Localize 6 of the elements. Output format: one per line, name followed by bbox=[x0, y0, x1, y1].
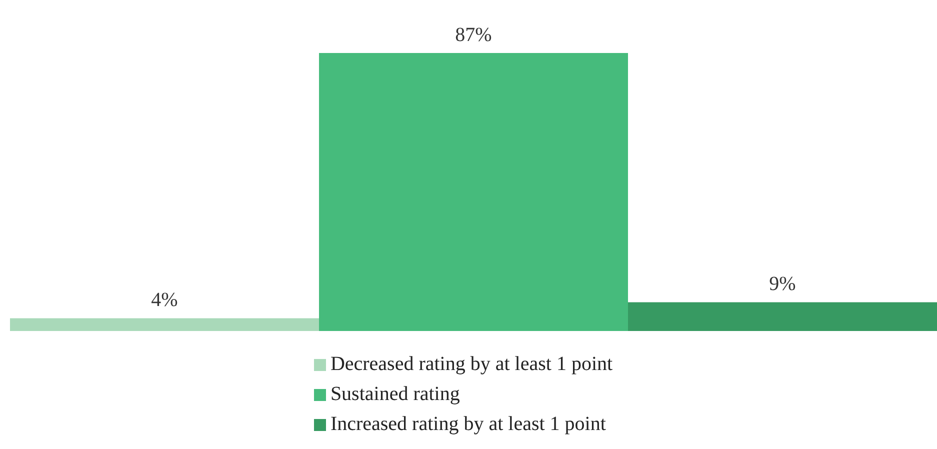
data-label: 9% bbox=[769, 273, 796, 296]
data-label: 4% bbox=[151, 289, 178, 312]
legend-label: Increased rating by at least 1 point bbox=[330, 413, 606, 435]
data-label: 87% bbox=[455, 24, 492, 46]
legend-label: Decreased rating by at least 1 point bbox=[330, 353, 613, 375]
legend-label: Sustained rating bbox=[330, 383, 460, 405]
